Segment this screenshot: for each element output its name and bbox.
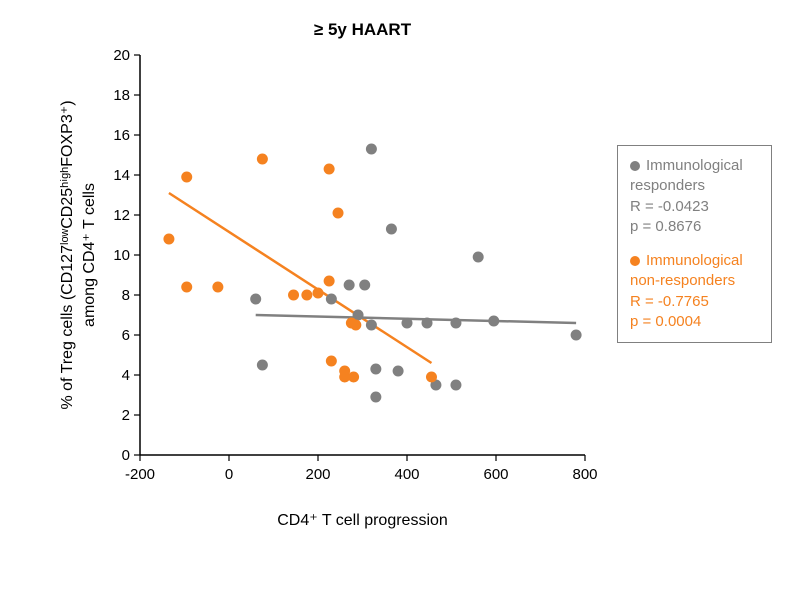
- point-non-responder: [326, 356, 337, 367]
- point-non-responder: [333, 208, 344, 219]
- point-responder: [386, 224, 397, 235]
- y-tick-label: 16: [113, 127, 130, 144]
- point-responder: [344, 280, 355, 291]
- point-responder: [488, 316, 499, 327]
- point-non-responder: [181, 282, 192, 293]
- y-tick-label: 6: [122, 327, 130, 344]
- legend-p-value: p = 0.0004: [630, 312, 761, 332]
- y-tick-label: 18: [113, 87, 130, 104]
- x-tick-label: 0: [225, 466, 233, 483]
- point-responder: [370, 364, 381, 375]
- point-non-responder: [288, 290, 299, 301]
- point-responder: [359, 280, 370, 291]
- point-responder: [250, 294, 261, 305]
- legend-box: Immunological responders R = -0.0423 p =…: [617, 145, 772, 343]
- y-tick-label: 14: [113, 167, 130, 184]
- chart-title: ≥ 5y HAART: [314, 20, 412, 39]
- point-responder: [366, 144, 377, 155]
- point-non-responder: [324, 276, 335, 287]
- legend-r-value: R = -0.0423: [630, 197, 761, 217]
- point-responder: [257, 360, 268, 371]
- x-tick-label: 400: [394, 466, 419, 483]
- legend-responders: Immunological responders R = -0.0423 p =…: [630, 156, 761, 237]
- x-tick-label: 800: [572, 466, 597, 483]
- point-responder: [326, 294, 337, 305]
- point-responder: [370, 392, 381, 403]
- point-non-responder: [350, 320, 361, 331]
- point-responder: [450, 380, 461, 391]
- point-responder: [393, 366, 404, 377]
- legend-label: Immunological: [646, 251, 743, 271]
- point-non-responder: [301, 290, 312, 301]
- x-tick-label: 600: [483, 466, 508, 483]
- point-non-responder: [212, 282, 223, 293]
- legend-label: responders: [630, 176, 761, 196]
- point-non-responder: [348, 372, 359, 383]
- point-responder: [402, 318, 413, 329]
- x-tick-label: 200: [305, 466, 330, 483]
- y-tick-label: 4: [122, 367, 130, 384]
- y-axis-label: % of Treg cells (CD127ˡᵒʷCD25ʰⁱᵍʰFOXP3⁺): [59, 100, 76, 409]
- trendline-non-responders: [169, 193, 432, 363]
- point-non-responder: [181, 172, 192, 183]
- point-responder: [571, 330, 582, 341]
- y-axis-label: among CD4⁺ T cells: [81, 183, 98, 327]
- legend-r-value: R = -0.7765: [630, 292, 761, 312]
- legend-dot-non-responders: [630, 256, 640, 266]
- point-responder: [366, 320, 377, 331]
- scatter-chart: ≥ 5y HAART 0 2 4 6 8 10 12 14 16 18 20 -200 0 200 400 60…: [40, 10, 600, 550]
- legend-label: non-responders: [630, 271, 761, 291]
- trendline-responders: [256, 315, 576, 323]
- x-axis-label: CD4⁺ T cell progression: [277, 512, 448, 529]
- figure-container: ≥ 5y HAART 0 2 4 6 8 10 12 14 16 18 20 -200 0 200 400 60…: [0, 0, 793, 595]
- y-tick-label: 8: [122, 287, 130, 304]
- point-non-responder: [324, 164, 335, 175]
- y-tick-label: 2: [122, 407, 130, 424]
- point-non-responder: [313, 288, 324, 299]
- point-responder: [422, 318, 433, 329]
- y-tick-label: 10: [113, 247, 130, 264]
- y-tick-label: 20: [113, 47, 130, 64]
- point-non-responder: [426, 372, 437, 383]
- point-responder: [473, 252, 484, 263]
- legend-label: Immunological: [646, 156, 743, 176]
- point-non-responder: [257, 154, 268, 165]
- point-non-responder: [163, 234, 174, 245]
- y-tick-label: 12: [113, 207, 130, 224]
- legend-p-value: p = 0.8676: [630, 217, 761, 237]
- legend-dot-responders: [630, 161, 640, 171]
- x-tick-label: -200: [125, 466, 155, 483]
- point-responder: [450, 318, 461, 329]
- legend-non-responders: Immunological non-responders R = -0.7765…: [630, 251, 761, 332]
- y-tick-label: 0: [122, 447, 130, 464]
